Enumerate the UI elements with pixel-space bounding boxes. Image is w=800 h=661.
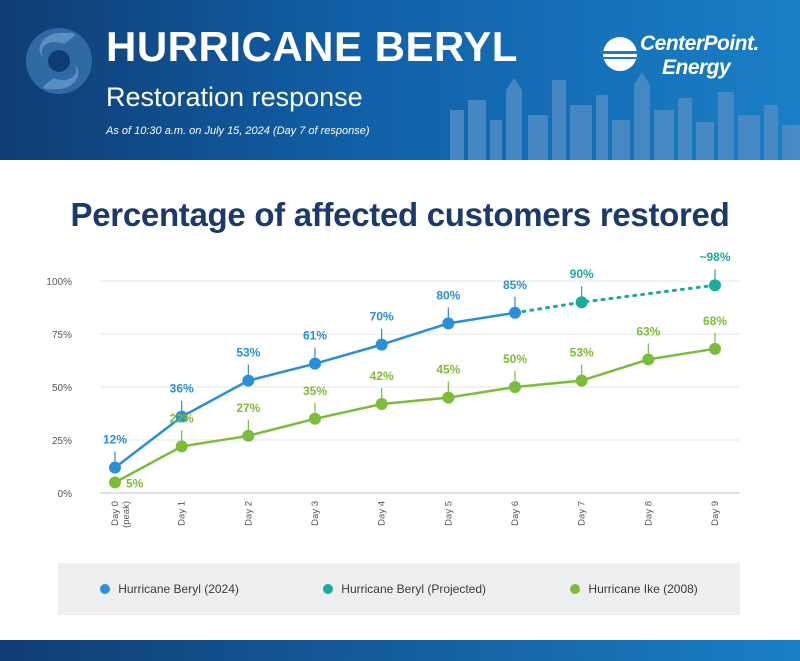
chart-series: 12% 36% 53% 61% 70% 80% 85% 90% ~98% 5% 22% 27% 35% 4… [103,250,731,490]
header-subtitle: Restoration response [106,82,363,112]
data-point [375,338,388,351]
legend-swatch-ike [570,584,581,594]
x-tick-label: Day 7 [577,501,588,526]
as-of-timestamp: As of 10:30 a.m. on July 15, 2024 (Day 7… [106,125,370,137]
data-label: 42% [370,369,394,383]
data-label: 35% [303,384,327,398]
x-tick-label: Day 2 [243,501,254,526]
svg-text:Day 8: Day 8 [643,501,654,526]
data-label: 80% [436,288,460,302]
data-label: 12% [103,433,127,447]
footer-bar [0,640,800,661]
data-point [642,353,655,366]
header-banner: HURRICANE BERYL Restoration response As … [0,0,800,160]
data-point [109,476,121,489]
data-point [309,412,321,425]
legend-item-beryl: Hurricane Beryl (2024) [100,582,239,596]
y-tick-label: 75% [52,330,72,341]
legend-item-ike: Hurricane Ike (2008) [570,582,698,596]
x-tick-label: Day 4 [377,501,388,526]
legend-item-projected: Hurricane Beryl (Projected) [323,582,486,596]
data-label: 36% [170,382,194,396]
data-point [175,440,188,453]
data-label: ~98% [699,250,730,264]
city-skyline [450,72,800,160]
svg-text:(peak): (peak) [121,501,132,528]
data-point [509,381,521,393]
legend-label-beryl: Hurricane Beryl (2024) [118,582,239,596]
legend-label-ike: Hurricane Ike (2008) [588,582,698,596]
data-point [442,391,455,404]
data-label: 90% [570,267,594,281]
hurricane-icon [26,28,92,94]
data-label: 53% [570,346,594,360]
data-point [309,357,321,370]
data-point [375,397,388,410]
data-label: 22% [170,411,194,425]
data-point [709,279,721,292]
svg-text:Day 6: Day 6 [510,501,521,526]
data-point [175,410,188,423]
svg-text:Day 4: Day 4 [377,501,388,526]
centerpoint-logo: CenterPoint. Energy [600,30,785,90]
series-line-1 [513,283,717,315]
svg-text:Day 9: Day 9 [710,501,721,526]
data-label: 45% [436,363,460,377]
series-line-2 [114,347,716,484]
svg-text:Day 7: Day 7 [577,501,588,526]
y-tick-label: 50% [52,383,72,394]
svg-text:Day 3: Day 3 [310,501,321,526]
x-tick-label: Day 0 (peak) [110,501,132,528]
data-point [509,306,521,319]
legend-swatch-beryl [100,584,111,594]
chart-legend: Hurricane Beryl (2024) Hurricane Beryl (… [58,563,740,615]
data-point [575,296,588,309]
data-label: 61% [303,329,327,343]
legend-swatch-projected [323,584,334,594]
chart-gridlines [100,280,740,494]
data-label: 63% [636,324,660,338]
data-label: 27% [236,401,260,415]
data-label: 50% [503,352,527,366]
data-point [442,317,455,330]
y-tick-label: 0% [58,489,73,500]
logo-mark-icon [600,37,640,71]
data-label: 70% [370,310,394,324]
x-tick-label: Day 1 [177,501,188,526]
legend-label-projected: Hurricane Beryl (Projected) [341,582,487,596]
x-tick-label: Day 3 [310,501,321,526]
x-tick-label: Day 8 [643,501,654,526]
data-label: 85% [503,278,527,292]
restoration-line-chart: 0% 25% 50% 75% 100% Day 0 (peak) Day 1 Day 2 Day … [46,250,740,528]
header-title: HURRICANE BERYL [106,23,518,70]
svg-text:Day 5: Day 5 [443,501,454,526]
data-label: 68% [703,314,727,328]
data-point [575,374,588,387]
data-point [709,342,721,355]
chart-title: Percentage of affected customers restore… [70,196,730,233]
data-point [242,429,255,442]
x-tick-label: Day 6 [510,501,521,526]
svg-text:Day 0: Day 0 [110,501,121,526]
svg-text:Day 2: Day 2 [243,501,254,526]
x-tick-label: Day 5 [443,501,454,526]
logo-text-energy: Energy [662,56,731,79]
data-point [242,374,255,387]
x-tick-label: Day 9 [710,501,721,526]
chart-axes: 0% 25% 50% 75% 100% Day 0 (peak) Day 1 Day 2 Day … [46,277,721,528]
logo-text-centerpoint: CenterPoint. [640,32,759,55]
data-label: 5% [126,476,144,490]
svg-text:Day 1: Day 1 [177,501,188,526]
data-label: 53% [236,346,260,360]
data-point [109,461,121,474]
y-tick-label: 25% [52,436,72,447]
y-tick-label: 100% [46,277,72,288]
